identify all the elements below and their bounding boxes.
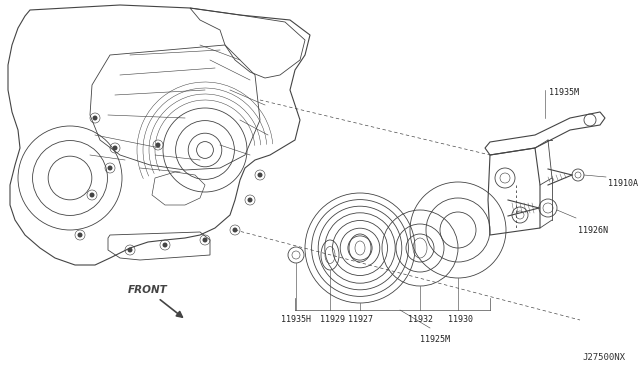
- Text: J27500NX: J27500NX: [582, 353, 625, 362]
- Circle shape: [202, 237, 207, 243]
- Circle shape: [77, 232, 83, 237]
- Circle shape: [248, 198, 253, 202]
- Text: 11910A: 11910A: [608, 179, 638, 188]
- Text: FRONT: FRONT: [128, 285, 168, 295]
- Circle shape: [127, 247, 132, 253]
- Circle shape: [113, 145, 118, 151]
- Circle shape: [232, 228, 237, 232]
- Text: 11935H: 11935H: [281, 315, 311, 324]
- Text: 11929: 11929: [320, 315, 345, 324]
- Text: 11935M: 11935M: [549, 88, 579, 97]
- Circle shape: [163, 243, 168, 247]
- Text: 11925M: 11925M: [420, 335, 450, 344]
- Text: 11930: 11930: [448, 315, 473, 324]
- Circle shape: [257, 173, 262, 177]
- Circle shape: [93, 115, 97, 121]
- Text: 11927: 11927: [348, 315, 373, 324]
- Text: 11932: 11932: [408, 315, 433, 324]
- Circle shape: [90, 192, 95, 198]
- Circle shape: [156, 142, 161, 148]
- Circle shape: [108, 166, 113, 170]
- Text: 11926N: 11926N: [578, 226, 608, 235]
